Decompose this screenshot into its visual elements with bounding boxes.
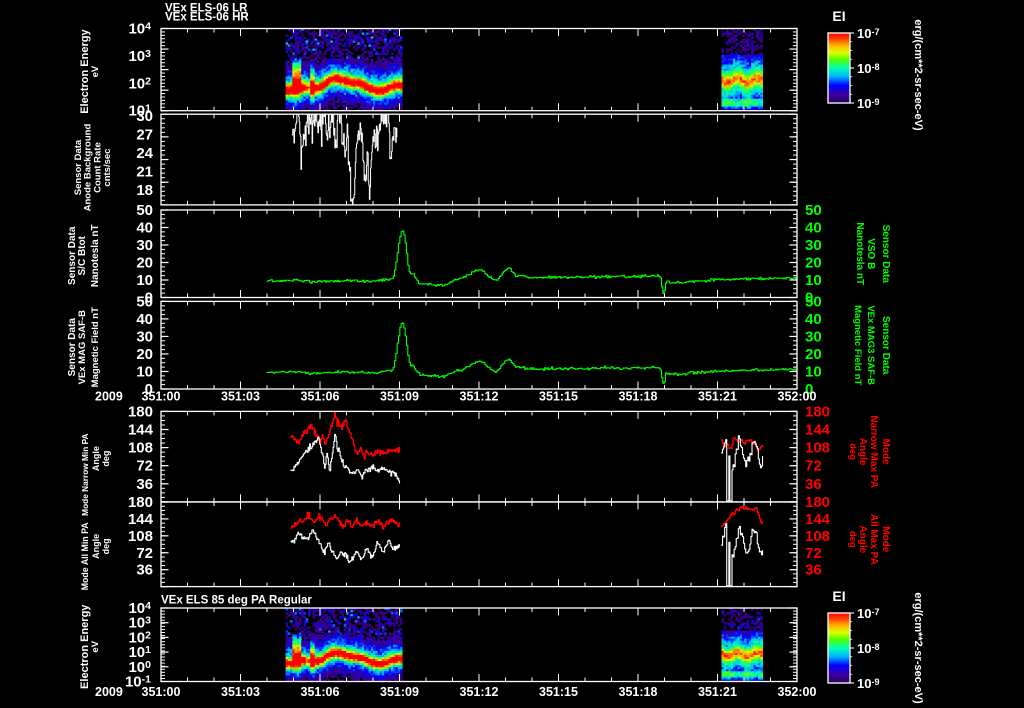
svg-text:351:03: 351:03: [221, 685, 260, 699]
svg-text:2009: 2009: [95, 390, 123, 404]
svg-text:352:00: 352:00: [778, 685, 817, 699]
svg-text:Mode Narrow Min PA: Mode Narrow Min PA: [80, 433, 90, 515]
svg-text:18: 18: [136, 182, 153, 199]
svg-text:20: 20: [805, 346, 822, 363]
svg-text:50: 50: [805, 202, 822, 219]
svg-text:VEx MAG3 SAF-B: VEx MAG3 SAF-B: [865, 305, 876, 385]
svg-text:deg: deg: [101, 538, 111, 554]
svg-text:24: 24: [136, 145, 153, 162]
svg-text:Nanotesla nT: Nanotesla nT: [90, 224, 101, 287]
svg-text:351:06: 351:06: [301, 390, 340, 404]
svg-text:Sensor Data: Sensor Data: [880, 316, 891, 375]
svg-text:72: 72: [136, 458, 153, 475]
svg-text:cnts/sec: cnts/sec: [102, 149, 113, 187]
svg-text:144: 144: [128, 422, 154, 439]
svg-text:40: 40: [805, 220, 822, 237]
svg-text:VEx ELS-06 HR: VEx ELS-06 HR: [165, 12, 249, 24]
svg-text:144: 144: [805, 422, 831, 439]
svg-text:erg/(cm**2-sr-sec-eV): erg/(cm**2-sr-sec-eV): [912, 19, 924, 131]
svg-text:351:12: 351:12: [460, 685, 499, 699]
svg-text:40: 40: [136, 220, 153, 237]
svg-text:VEx ELS 85 deg PA Regular: VEx ELS 85 deg PA Regular: [161, 595, 312, 607]
svg-text:Mode: Mode: [880, 439, 891, 466]
svg-text:EI: EI: [832, 588, 845, 604]
svg-text:351:21: 351:21: [698, 390, 737, 404]
svg-text:27: 27: [136, 127, 153, 144]
svg-text:eV: eV: [90, 640, 101, 652]
svg-text:108: 108: [128, 528, 153, 545]
svg-text:VSO B: VSO B: [865, 238, 876, 269]
svg-text:deg: deg: [847, 531, 858, 548]
svg-text:40: 40: [136, 311, 153, 328]
svg-text:351:12: 351:12: [460, 390, 499, 404]
svg-text:351:15: 351:15: [539, 390, 578, 404]
svg-text:351:15: 351:15: [539, 685, 578, 699]
svg-text:36: 36: [136, 476, 153, 493]
svg-text:50: 50: [136, 293, 153, 310]
svg-text:eV: eV: [90, 65, 101, 77]
svg-text:351:21: 351:21: [698, 685, 737, 699]
svg-text:36: 36: [805, 476, 822, 493]
svg-text:180: 180: [805, 494, 830, 511]
svg-text:VEx MAG SAF-B: VEx MAG SAF-B: [77, 310, 88, 385]
svg-text:351:06: 351:06: [301, 685, 340, 699]
svg-text:Nanotesla nT: Nanotesla nT: [854, 222, 865, 285]
svg-text:108: 108: [805, 528, 830, 545]
svg-text:352:00: 352:00: [778, 390, 817, 404]
svg-text:351:00: 351:00: [142, 685, 181, 699]
svg-text:deg: deg: [101, 451, 111, 467]
svg-text:351:18: 351:18: [619, 390, 658, 404]
svg-text:Mode All Min PA: Mode All Min PA: [80, 522, 90, 591]
svg-text:180: 180: [128, 403, 153, 420]
svg-text:50: 50: [805, 293, 822, 310]
svg-text:Magnetic Field nT: Magnetic Field nT: [90, 307, 101, 387]
svg-text:351:18: 351:18: [619, 685, 658, 699]
svg-text:108: 108: [805, 440, 830, 457]
svg-text:S/C Btot: S/C Btot: [77, 235, 88, 275]
svg-text:20: 20: [136, 346, 153, 363]
svg-text:All Max PA: All Max PA: [868, 514, 879, 565]
svg-text:144: 144: [128, 511, 154, 528]
svg-text:108: 108: [128, 440, 153, 457]
svg-text:erg/(cm**2-sr-sec-eV): erg/(cm**2-sr-sec-eV): [912, 592, 924, 704]
svg-text:10: 10: [805, 363, 822, 380]
svg-text:Sensor Data: Sensor Data: [880, 225, 891, 284]
svg-text:72: 72: [805, 545, 822, 562]
svg-text:50: 50: [136, 202, 153, 219]
svg-text:30: 30: [805, 328, 822, 345]
svg-text:Narrow Max PA: Narrow Max PA: [868, 415, 879, 488]
svg-text:180: 180: [128, 494, 153, 511]
svg-text:351:03: 351:03: [221, 390, 260, 404]
svg-text:36: 36: [136, 562, 153, 579]
svg-text:351:09: 351:09: [380, 390, 419, 404]
svg-text:351:00: 351:00: [142, 390, 181, 404]
svg-text:2009: 2009: [95, 685, 123, 699]
svg-text:deg: deg: [847, 443, 858, 460]
svg-text:30: 30: [136, 237, 153, 254]
svg-text:36: 36: [805, 562, 822, 579]
svg-text:20: 20: [805, 255, 822, 272]
svg-text:10: 10: [136, 272, 153, 289]
svg-text:30: 30: [805, 237, 822, 254]
svg-text:40: 40: [805, 311, 822, 328]
svg-text:72: 72: [805, 458, 822, 475]
svg-text:21: 21: [136, 163, 153, 180]
svg-text:180: 180: [805, 403, 830, 420]
svg-text:EI: EI: [832, 8, 845, 24]
svg-text:Angle: Angle: [91, 446, 101, 471]
svg-text:10: 10: [805, 272, 822, 289]
svg-text:20: 20: [136, 255, 153, 272]
svg-text:Magnetic Field nT: Magnetic Field nT: [852, 305, 863, 385]
svg-text:10: 10: [136, 363, 153, 380]
svg-text:Mode: Mode: [880, 526, 891, 553]
svg-text:72: 72: [136, 545, 153, 562]
svg-text:30: 30: [136, 328, 153, 345]
svg-text:Angle: Angle: [91, 534, 101, 559]
svg-text:144: 144: [805, 511, 831, 528]
svg-text:351:09: 351:09: [380, 685, 419, 699]
